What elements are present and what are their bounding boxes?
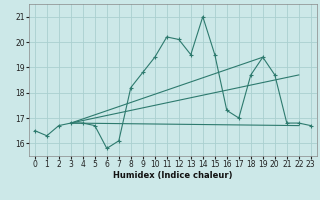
X-axis label: Humidex (Indice chaleur): Humidex (Indice chaleur) [113, 171, 233, 180]
